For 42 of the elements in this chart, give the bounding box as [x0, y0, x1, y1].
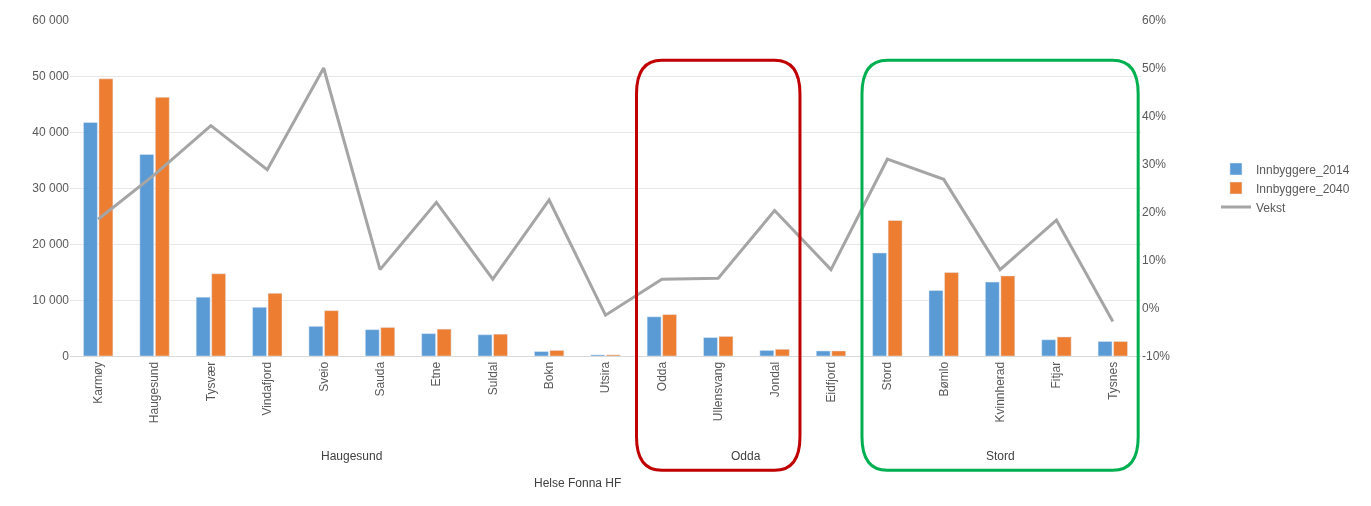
y-tick-label: 20 000 [32, 237, 70, 252]
x-tick-label: Tysnes [1105, 361, 1120, 400]
legend-label: Vekst [1255, 200, 1286, 215]
x-tick-label: Odda [654, 361, 669, 392]
y2-tick-label: 20% [1142, 205, 1167, 220]
y-tick-label: 50 000 [32, 69, 70, 84]
text: Odda [731, 449, 761, 463]
x-tick-label: Jondal [767, 361, 782, 398]
x-tick-label: Utsira [598, 361, 613, 394]
y-tick-label: 0 [62, 349, 70, 364]
y-tick-label: 30 000 [32, 181, 70, 196]
x-tick-label: Stord [880, 361, 895, 391]
line-series [96, 66, 1115, 323]
x-tick-label: Haugesund [147, 361, 162, 424]
y-tick-label: 40 000 [32, 125, 70, 140]
x-tick-label: Kvinnherad [992, 361, 1007, 423]
x-tick-label: Fitjar [1049, 361, 1064, 389]
y-tick-label: 10 000 [32, 293, 70, 308]
y2-tick-label: -10% [1142, 349, 1171, 364]
x-tick-label: Sveio [316, 361, 331, 392]
y2-tick-label: 40% [1142, 109, 1167, 124]
text: Stord [986, 449, 1015, 463]
text: Haugesund [321, 449, 383, 463]
x-tick-label: Karmøy [91, 361, 106, 404]
y2-tick-label: 60% [1142, 13, 1167, 28]
legend-label: Innbyggere_2014 [1255, 162, 1350, 177]
x-tick-label: Etne [429, 361, 444, 387]
x-tick-label: Eidfjord [823, 361, 838, 403]
x-tick-label: Sauda [372, 361, 387, 397]
x-tick-label: Suldal [485, 361, 500, 396]
y-tick-label: 60 000 [32, 13, 70, 28]
x-tick-label: Ullensvang [711, 361, 726, 422]
x-tick-label: Vindafjord [260, 361, 275, 416]
y2-tick-label: 10% [1142, 253, 1167, 268]
y2-tick-label: 0% [1142, 301, 1160, 316]
x-tick-label: Bømlo [936, 361, 951, 397]
x-tick-label: Tysvær [203, 361, 218, 402]
legend-label: Innbyggere_2040 [1255, 181, 1350, 196]
x-tick-label: Bokn [542, 361, 557, 390]
y2-tick-label: 30% [1142, 157, 1167, 172]
x-axis-title: Helse Fonna HF [534, 476, 622, 490]
y2-tick-label: 50% [1142, 61, 1167, 76]
